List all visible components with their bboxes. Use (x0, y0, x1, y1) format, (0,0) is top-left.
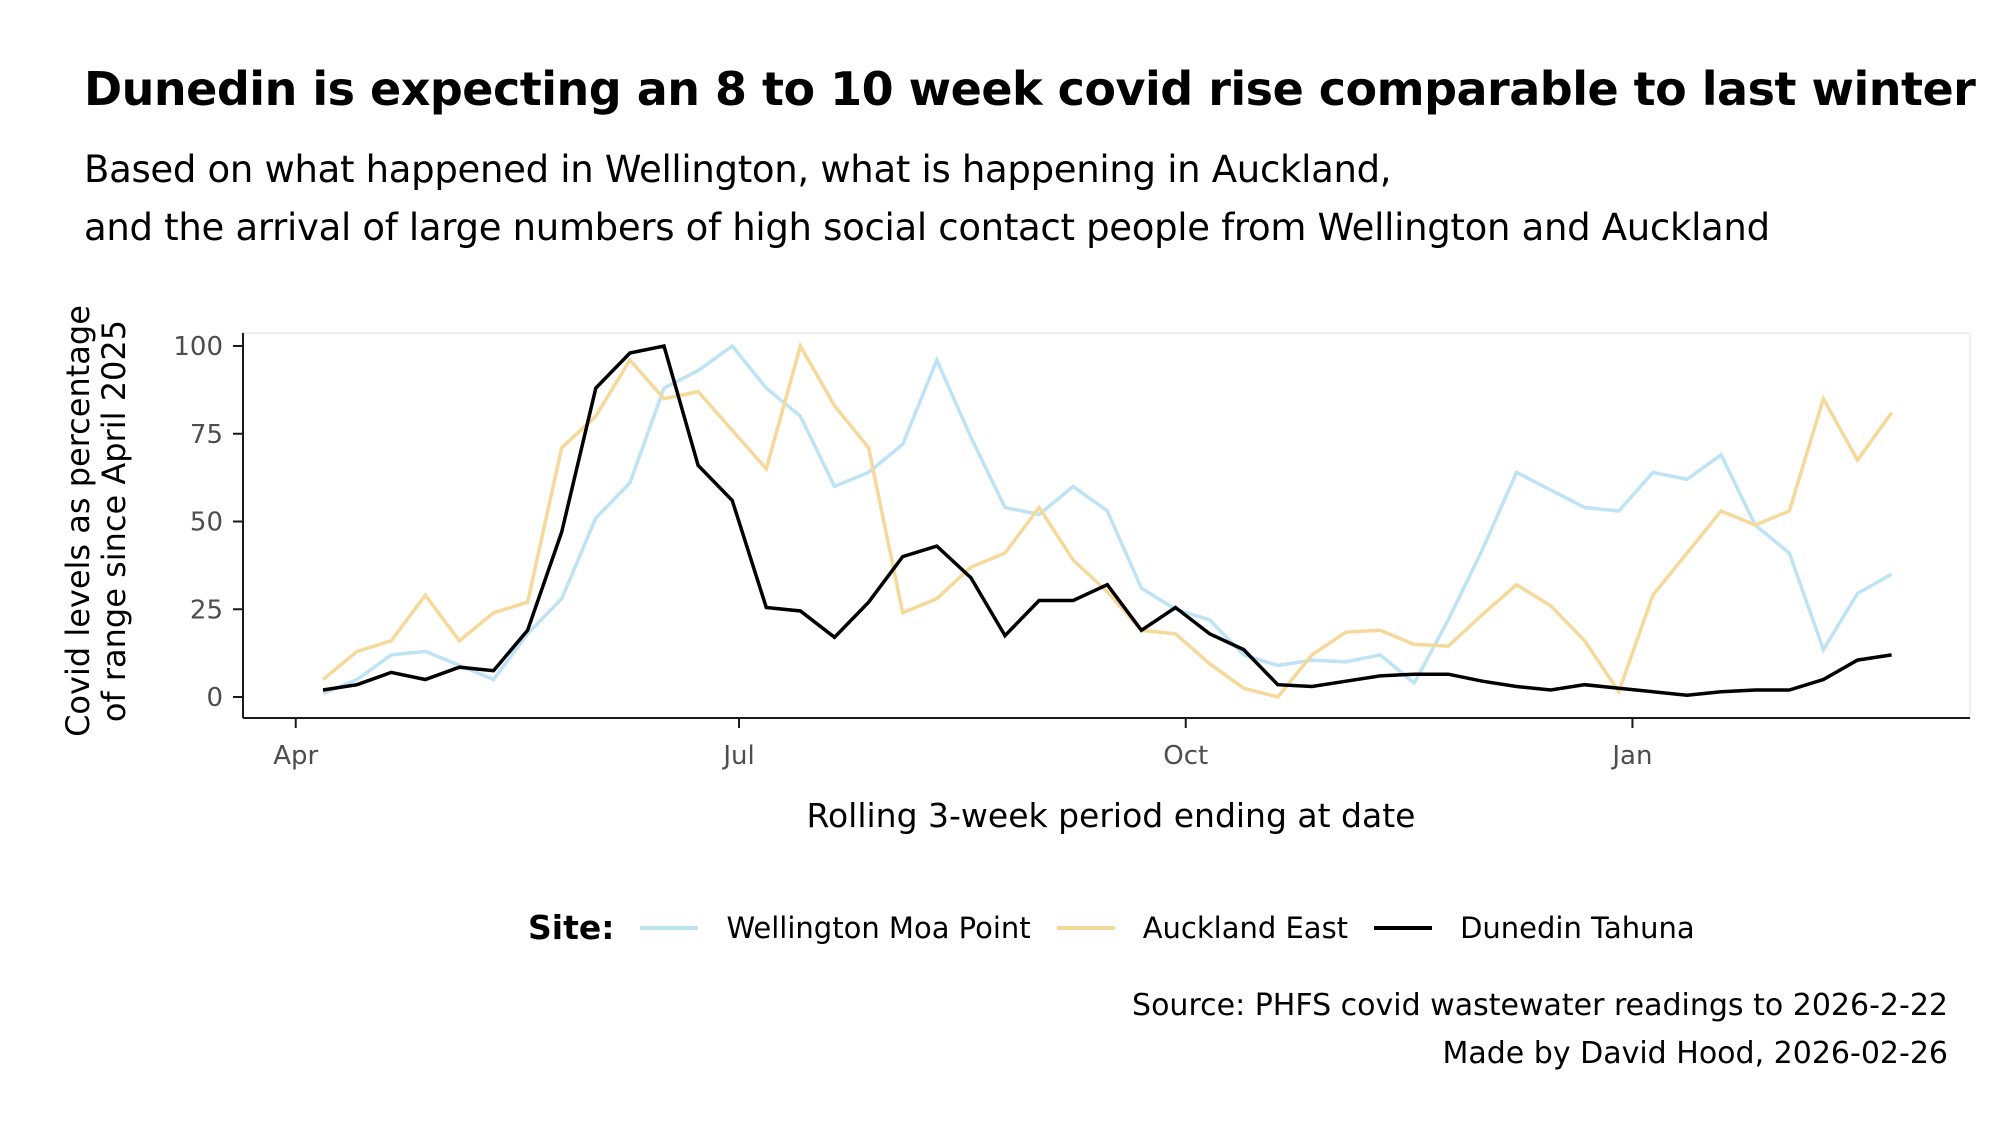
legend-label-dunedin: Dunedin Tahuna (1460, 910, 1695, 945)
series-line (321, 341, 1894, 699)
chart-subtitle-line-1: Based on what happened in Wellington, wh… (84, 148, 1392, 191)
chart-subtitle-line-2: and the arrival of large numbers of high… (84, 206, 1770, 249)
legend-item-wellington: Wellington Moa Point (640, 910, 1031, 945)
y-tick-label: 0 (206, 683, 223, 713)
caption-source: Source: PHFS covid wastewater readings t… (1132, 988, 1948, 1023)
caption-author: Made by David Hood, 2026-02-26 (1442, 1036, 1948, 1071)
y-tick-label: 100 (173, 332, 223, 362)
legend-item-dunedin: Dunedin Tahuna (1374, 911, 1695, 945)
series-line (322, 343, 1892, 697)
legend-key-dunedin (1374, 925, 1433, 930)
series-dunedin-tahuna (322, 343, 1892, 697)
axes: 0 25 50 75 100 Apr Jul Oct Jan (173, 332, 1970, 771)
chart-title: Dunedin is expecting an 8 to 10 week cov… (84, 62, 1976, 116)
series-layer (321, 341, 1894, 699)
x-tick-label: Oct (1163, 741, 1208, 771)
plot-panel (242, 332, 1971, 719)
series-line (322, 343, 1893, 696)
legend-label-auckland: Auckland East (1142, 910, 1349, 945)
series-wellington-moa-point (322, 343, 1893, 696)
x-tick-label: Jul (721, 741, 754, 771)
y-tick-label: 50 (190, 508, 223, 538)
x-axis-label: Rolling 3-week period ending at date (806, 796, 1416, 835)
legend-key-wellington (640, 925, 699, 930)
series-auckland-east (321, 341, 1894, 699)
plot-area (242, 332, 1971, 719)
legend: Site: Wellington Moa Point Auckland East… (528, 908, 1721, 947)
legend-key-auckland (1056, 925, 1115, 930)
x-tick-label: Apr (273, 741, 318, 771)
legend-label-wellington: Wellington Moa Point (726, 910, 1031, 945)
y-tick-label: 25 (190, 595, 223, 625)
legend-title: Site: (528, 908, 615, 947)
y-tick-label: 75 (190, 420, 223, 450)
x-tick-label: Jan (1610, 741, 1652, 771)
legend-item-auckland: Auckland East (1056, 910, 1349, 945)
